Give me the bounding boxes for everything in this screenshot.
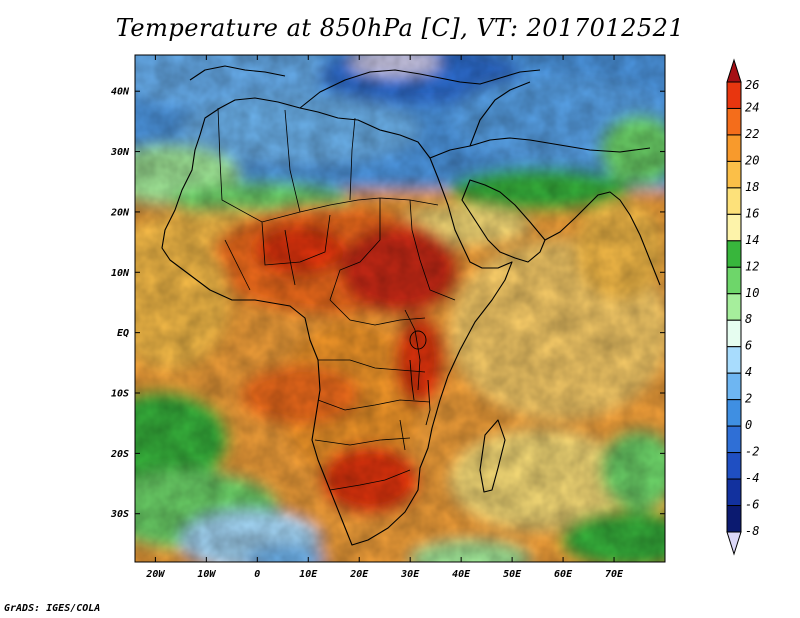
latitude-axis: 40N 30N 20N 10N EQ 10S 20S 30S bbox=[110, 87, 665, 520]
colorbar-swatch bbox=[726, 160, 742, 189]
colorbar-label: 2 bbox=[745, 392, 752, 406]
colorbar-label: 4 bbox=[745, 365, 752, 379]
lon-tick-label: 60E bbox=[554, 569, 573, 580]
colorbar-swatch bbox=[726, 107, 742, 136]
colorbar-swatch bbox=[726, 399, 742, 427]
colorbar-swatch bbox=[726, 452, 742, 480]
colorbar-swatch bbox=[726, 293, 742, 321]
colorbar-swatch bbox=[726, 81, 742, 109]
lon-tick-label: 10E bbox=[299, 569, 318, 580]
colorbar-swatch bbox=[726, 478, 742, 507]
colorbar-label: 24 bbox=[745, 100, 759, 114]
longitude-axis: 20W 10W 0 10E 20E 30E 40E 50E 60E 70E bbox=[145, 55, 624, 580]
colorbar-label: 8 bbox=[745, 312, 752, 326]
colorbar-label: 16 bbox=[745, 206, 759, 220]
lat-tick-label: 20S bbox=[110, 449, 129, 460]
colorbar-swatch bbox=[726, 319, 742, 348]
colorbar-label: 14 bbox=[745, 233, 759, 247]
colorbar-swatch bbox=[726, 240, 742, 268]
lakes bbox=[409, 330, 431, 426]
colorbar-swatch bbox=[726, 134, 742, 162]
credit-label: GrADS: IGES/COLA bbox=[4, 603, 101, 614]
colorbar-label: 12 bbox=[745, 259, 759, 273]
colorbar-label: -2 bbox=[745, 445, 759, 459]
colorbar-top-arrow bbox=[726, 58, 742, 83]
lat-tick-label: EQ bbox=[117, 328, 129, 339]
lat-tick-label: 40N bbox=[111, 87, 130, 98]
colorbar-label: 0 bbox=[745, 418, 752, 432]
colorbar-label: -8 bbox=[745, 524, 759, 538]
lon-tick-label: 70E bbox=[605, 569, 624, 580]
colorbar-swatch bbox=[726, 425, 742, 454]
colorbar-label: -6 bbox=[745, 498, 759, 512]
map-panel bbox=[134, 54, 666, 563]
colorbar-swatch bbox=[726, 213, 742, 242]
lat-tick-label: 30S bbox=[110, 509, 129, 520]
lon-tick-label: 20W bbox=[145, 569, 165, 580]
coastlines bbox=[161, 65, 661, 546]
lat-tick-label: 10S bbox=[111, 389, 129, 400]
colorbar-label: 22 bbox=[745, 127, 759, 141]
lat-tick-label: 30N bbox=[110, 147, 130, 158]
lon-tick-label: 40E bbox=[452, 569, 471, 580]
lat-tick-label: 20N bbox=[110, 207, 130, 218]
lon-tick-label: 20E bbox=[349, 569, 369, 580]
chart-title: Temperature at 850hPa [C], VT: 201701252… bbox=[115, 14, 685, 42]
colorbar-swatch bbox=[726, 505, 742, 533]
lon-tick-label: 30E bbox=[400, 569, 420, 580]
colorbar-bottom-arrow bbox=[726, 531, 742, 556]
colorbar-label: 20 bbox=[745, 153, 759, 167]
lon-tick-label: 10W bbox=[197, 569, 216, 580]
colorbar-swatch bbox=[726, 187, 742, 215]
lon-tick-label: 50E bbox=[503, 569, 522, 580]
lon-tick-label: 0 bbox=[254, 569, 260, 580]
country-borders bbox=[217, 107, 456, 491]
colorbar-label: 18 bbox=[745, 180, 759, 194]
colorbar-swatch bbox=[726, 266, 742, 295]
colorbar-label: 6 bbox=[745, 339, 752, 353]
colorbar-swatch bbox=[726, 346, 742, 374]
colorbar-label: 26 bbox=[745, 78, 759, 92]
map-frame bbox=[134, 54, 666, 563]
lat-tick-label: 10N bbox=[111, 268, 130, 279]
colorbar-label: -4 bbox=[745, 471, 759, 485]
colorbar-label: 10 bbox=[745, 286, 759, 300]
colorbar-swatch bbox=[726, 372, 742, 401]
